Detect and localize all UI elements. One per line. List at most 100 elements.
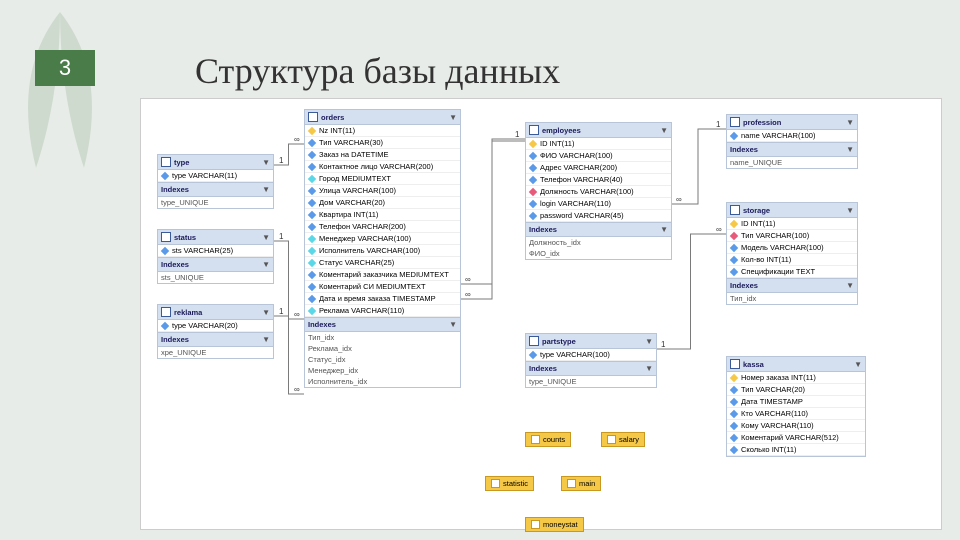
indexes-header: Indexes▼	[158, 257, 273, 272]
field-label: Коментарий VARCHAR(512)	[741, 433, 839, 442]
table-title: reklama	[174, 308, 202, 317]
field-label: Коментарий СИ MEDIUMTEXT	[319, 282, 426, 291]
field-label: type VARCHAR(100)	[540, 350, 610, 359]
table-icon	[161, 157, 171, 167]
field-label: name VARCHAR(100)	[741, 131, 815, 140]
field-type-icon	[529, 211, 537, 219]
field-label: login VARCHAR(110)	[540, 199, 611, 208]
table-field: Кому VARCHAR(110)	[727, 420, 865, 432]
collapse-icon: ▼	[846, 281, 854, 290]
table-status: status▼sts VARCHAR(25)Indexes▼sts_UNIQUE	[157, 229, 274, 284]
field-type-icon	[730, 385, 738, 393]
indexes-header: Indexes▼	[526, 361, 656, 376]
svg-text:1: 1	[279, 156, 284, 165]
mini-table-counts: counts	[525, 432, 571, 447]
field-label: password VARCHAR(45)	[540, 211, 624, 220]
table-title: orders	[321, 113, 344, 122]
mini-table-label: salary	[619, 435, 639, 444]
field-type-icon	[730, 219, 738, 227]
slide-number: 3	[35, 50, 95, 86]
table-field: Должность VARCHAR(100)	[526, 186, 671, 198]
table-employees: employees▼ID INT(11)ФИО VARCHAR(100)Адре…	[525, 122, 672, 260]
svg-text:∞: ∞	[294, 385, 300, 394]
collapse-icon: ▼	[262, 158, 270, 167]
field-type-icon	[529, 163, 537, 171]
field-type-icon	[730, 409, 738, 417]
field-type-icon	[730, 131, 738, 139]
field-type-icon	[308, 138, 316, 146]
field-label: Телефон VARCHAR(200)	[319, 222, 406, 231]
field-type-icon	[308, 258, 316, 266]
table-field: Статус VARCHAR(25)	[305, 257, 460, 269]
field-label: Статус VARCHAR(25)	[319, 258, 394, 267]
field-label: Спецификации TEXT	[741, 267, 815, 276]
collapse-icon: ▼	[262, 335, 270, 344]
field-label: Должность VARCHAR(100)	[540, 187, 634, 196]
table-storage: storage▼ID INT(11)Тип VARCHAR(100)Модель…	[726, 202, 858, 305]
field-type-icon	[308, 210, 316, 218]
table-field: Коментарий VARCHAR(512)	[727, 432, 865, 444]
field-type-icon	[308, 270, 316, 278]
field-type-icon	[308, 150, 316, 158]
collapse-icon: ▼	[645, 364, 653, 373]
table-icon	[730, 117, 740, 127]
table-field: Квартира INT(11)	[305, 209, 460, 221]
field-label: Улица VARCHAR(100)	[319, 186, 396, 195]
collapse-icon: ▼	[846, 118, 854, 127]
table-header: type▼	[158, 155, 273, 170]
field-type-icon	[529, 151, 537, 159]
index-item: Менеджер_idx	[305, 365, 460, 376]
table-field: Тип VARCHAR(30)	[305, 137, 460, 149]
table-icon	[161, 307, 171, 317]
collapse-icon: ▼	[660, 126, 668, 135]
field-type-icon	[308, 234, 316, 242]
mini-table-salary: salary	[601, 432, 645, 447]
field-type-icon	[730, 243, 738, 251]
table-header: storage▼	[727, 203, 857, 218]
table-field: Улица VARCHAR(100)	[305, 185, 460, 197]
field-label: Исполнитель VARCHAR(100)	[319, 246, 420, 255]
field-label: Менеджер VARCHAR(100)	[319, 234, 411, 243]
table-field: Реклама VARCHAR(110)	[305, 305, 460, 317]
field-label: ФИО VARCHAR(100)	[540, 151, 613, 160]
field-type-icon	[161, 321, 169, 329]
mini-table-label: statistic	[503, 479, 528, 488]
mini-table-moneystat: moneystat	[525, 517, 584, 532]
field-type-icon	[308, 162, 316, 170]
table-field: name VARCHAR(100)	[727, 130, 857, 142]
table-field: Коментарий заказчика MEDIUMTEXT	[305, 269, 460, 281]
indexes-header: Indexes▼	[727, 278, 857, 293]
page-title: Структура базы данных	[195, 50, 560, 92]
table-header: employees▼	[526, 123, 671, 138]
table-field: Исполнитель VARCHAR(100)	[305, 245, 460, 257]
field-label: Коментарий заказчика MEDIUMTEXT	[319, 270, 449, 279]
collapse-icon: ▼	[846, 145, 854, 154]
table-field: Менеджер VARCHAR(100)	[305, 233, 460, 245]
mini-table-label: counts	[543, 435, 565, 444]
table-icon	[529, 336, 539, 346]
collapse-icon: ▼	[449, 320, 457, 329]
field-label: Тип VARCHAR(20)	[741, 385, 805, 394]
table-header: kassa▼	[727, 357, 865, 372]
field-label: Контактное лицо VARCHAR(200)	[319, 162, 433, 171]
svg-text:∞: ∞	[465, 290, 471, 299]
table-field: Кол-во INT(11)	[727, 254, 857, 266]
index-item: type_UNIQUE	[526, 376, 656, 387]
field-type-icon	[730, 267, 738, 275]
table-reklama: reklama▼type VARCHAR(20)Indexes▼xpe_UNIQ…	[157, 304, 274, 359]
table-icon	[567, 479, 576, 488]
table-kassa: kassa▼Номер заказа INT(11)Тип VARCHAR(20…	[726, 356, 866, 457]
table-field: Дата и время заказа TIMESTAMP	[305, 293, 460, 305]
table-header: status▼	[158, 230, 273, 245]
field-label: Дата и время заказа TIMESTAMP	[319, 294, 436, 303]
mini-table-statistic: statistic	[485, 476, 534, 491]
table-field: Тип VARCHAR(100)	[727, 230, 857, 242]
table-title: kassa	[743, 360, 764, 369]
field-label: Nz INT(11)	[319, 126, 355, 135]
field-label: Дом VARCHAR(20)	[319, 198, 385, 207]
table-type: type▼type VARCHAR(11)Indexes▼type_UNIQUE	[157, 154, 274, 209]
table-icon	[529, 125, 539, 135]
collapse-icon: ▼	[449, 113, 457, 122]
table-icon	[531, 435, 540, 444]
table-partstype: partstype▼type VARCHAR(100)Indexes▼type_…	[525, 333, 657, 388]
